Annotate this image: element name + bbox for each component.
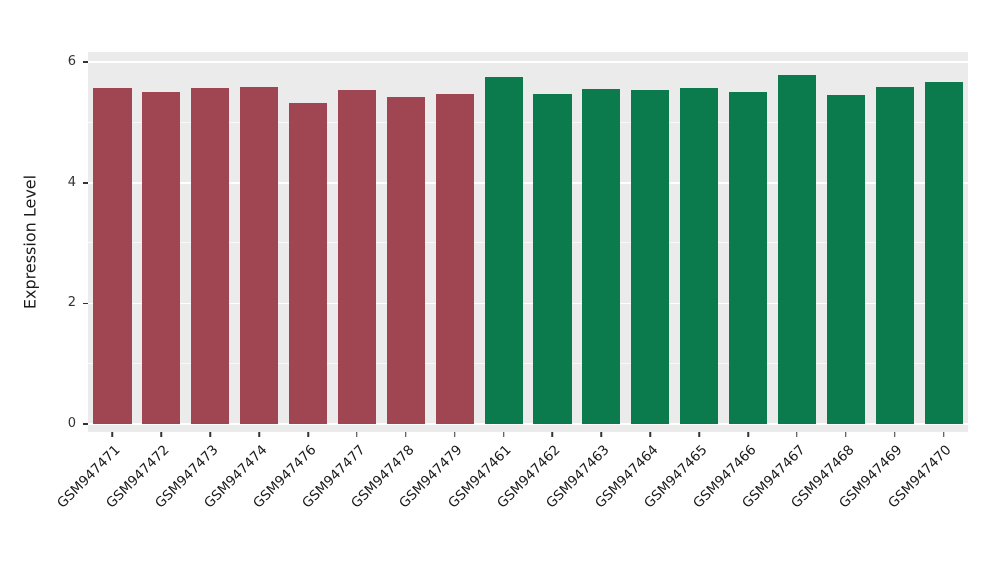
bar-slot [772, 52, 821, 432]
y-tick-label: 0 [67, 416, 76, 431]
bar-slot [919, 52, 968, 432]
bar-GSM947477 [337, 89, 376, 424]
bar-slot [821, 52, 870, 432]
bar-GSM947478 [386, 97, 425, 424]
y-tick-mark [83, 182, 88, 184]
x-tick-mark [405, 432, 407, 437]
y-tick-label: 2 [67, 295, 76, 311]
bar-GSM947474 [240, 86, 279, 424]
x-axis: GSM947471 GSM947472 GSM947473 GSM947474 GSM9… [54, 432, 968, 580]
bar-slot [88, 52, 137, 432]
major-gridline [88, 182, 968, 184]
minor-gridline [88, 242, 968, 244]
bar-GSM947479 [435, 93, 474, 424]
y-axis: 0 2 4 6 [0, 52, 88, 432]
major-gridline [88, 302, 968, 305]
bar-GSM947464 [631, 89, 670, 424]
bar-GSM947467 [777, 75, 816, 424]
x-tick-mark [160, 432, 163, 437]
bar-GSM947472 [142, 91, 181, 424]
x-tick-mark [600, 432, 603, 437]
bar-GSM947469 [875, 86, 914, 424]
bar-slot [284, 52, 333, 432]
y-tick-label: 6 [67, 54, 76, 70]
bar-GSM947468 [826, 94, 865, 424]
bar-slot [430, 52, 479, 432]
bar-slot [186, 52, 235, 432]
y-tick-mark [83, 61, 88, 63]
bar-slot [870, 52, 919, 432]
bar-GSM947465 [680, 88, 719, 424]
bar-GSM947461 [484, 77, 523, 424]
y-tick-label: 4 [67, 174, 76, 190]
x-tick-mark [845, 432, 847, 437]
bar-slot [528, 52, 577, 432]
x-tick-mark [893, 432, 896, 437]
x-tick-mark [258, 432, 260, 437]
bar-GSM947473 [191, 88, 230, 424]
x-tick-mark [502, 432, 505, 437]
bar-GSM947476 [288, 102, 328, 424]
x-tick-mark [551, 432, 554, 437]
x-tick-mark [698, 432, 700, 437]
bar-GSM947466 [728, 91, 768, 424]
plot-panel [88, 52, 968, 432]
minor-gridline [88, 121, 968, 123]
bar-slot [675, 52, 724, 432]
x-tick-mark [356, 432, 358, 437]
y-tick-mark [83, 423, 88, 425]
x-tick-mark [307, 432, 309, 437]
bar-slot [577, 52, 626, 432]
bar-slot [332, 52, 381, 432]
x-tick-mark [111, 432, 114, 437]
bar-GSM947471 [93, 88, 132, 424]
bar-slot [724, 52, 773, 432]
bar-slot [381, 52, 430, 432]
bar-slot [137, 52, 186, 432]
bars-container [88, 52, 968, 432]
bar-GSM947462 [533, 93, 572, 424]
bar-slot [235, 52, 284, 432]
bar-GSM947463 [582, 89, 621, 424]
major-gridline [88, 61, 968, 63]
bar-slot [479, 52, 528, 432]
gridlines [88, 52, 968, 432]
bar-slot [626, 52, 675, 432]
x-tick-mark [649, 432, 651, 437]
x-tick-mark [453, 432, 456, 437]
minor-gridline [88, 362, 968, 364]
x-tick-mark [747, 432, 749, 437]
major-gridline [88, 423, 968, 425]
x-tick-mark [209, 432, 211, 437]
bar-GSM947470 [924, 82, 963, 424]
y-tick-mark [83, 302, 88, 305]
x-tick-mark [796, 432, 798, 437]
x-tick-mark [942, 432, 945, 437]
